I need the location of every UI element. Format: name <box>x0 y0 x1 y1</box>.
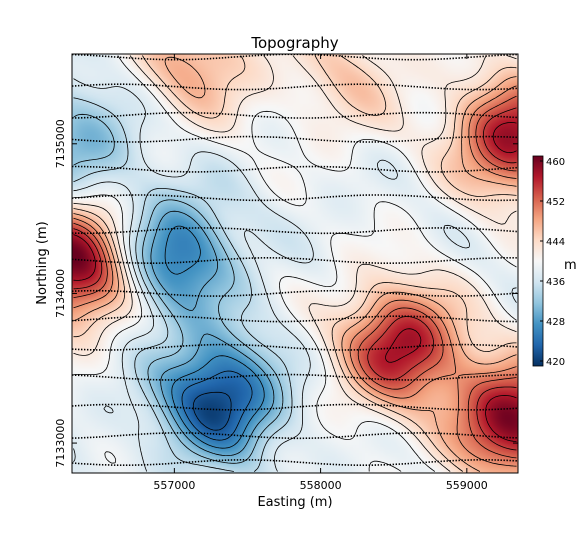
colorbar-tick-label: 428 <box>546 317 565 328</box>
contour-level <box>73 56 517 472</box>
colorbar-ticks: 420 428 436 444 452 460 <box>540 157 565 368</box>
survey-line <box>72 315 518 323</box>
x-tick-label: 557000 <box>153 479 195 492</box>
survey-line <box>72 194 518 202</box>
survey-line <box>72 111 518 119</box>
contour-level <box>73 122 517 442</box>
x-axis-label: Easting (m) <box>257 495 332 510</box>
y-axis: 7133000 7134000 7135000 <box>54 119 518 468</box>
survey-line <box>72 83 518 91</box>
contour-level <box>192 391 232 431</box>
chart-title: Topography <box>250 34 338 52</box>
survey-line <box>72 458 518 466</box>
colorbar: 420 428 436 444 452 460 m <box>532 155 576 368</box>
colorbar-tick-label: 452 <box>546 197 565 208</box>
survey-line <box>72 403 518 411</box>
contour-level <box>73 55 517 472</box>
heatmap-image <box>72 54 518 473</box>
survey-line <box>72 135 518 143</box>
contour-level <box>164 225 265 449</box>
survey-line <box>72 343 518 351</box>
contour-level <box>73 107 517 451</box>
survey-line <box>72 165 518 173</box>
survey-line <box>72 373 518 381</box>
colorbar-tick-label: 460 <box>546 157 565 168</box>
x-tick-label: 558000 <box>300 479 342 492</box>
y-tick-label: 7133000 <box>54 419 67 468</box>
contour-level <box>150 210 275 456</box>
contour-level <box>73 113 284 464</box>
colorbar-tick-label: 444 <box>546 237 565 248</box>
survey-line <box>72 257 518 264</box>
y-tick-label: 7135000 <box>54 119 67 168</box>
plot-frame <box>71 53 519 474</box>
contour-lines <box>73 55 517 472</box>
survey-line <box>72 432 518 440</box>
colorbar-tick-label: 436 <box>546 277 565 288</box>
contour-level <box>73 55 517 472</box>
survey-line <box>72 289 518 297</box>
plot-area <box>71 53 519 474</box>
colorbar-bar <box>532 155 544 367</box>
colorbar-tick-label: 420 <box>546 357 565 368</box>
y-axis-label: Northing (m) <box>35 221 50 304</box>
survey-line <box>72 227 518 235</box>
y-tick-label: 7134000 <box>54 269 67 318</box>
x-axis: 557000 558000 559000 <box>153 54 488 492</box>
x-tick-label: 559000 <box>446 479 488 492</box>
colorbar-label: m <box>564 258 576 273</box>
